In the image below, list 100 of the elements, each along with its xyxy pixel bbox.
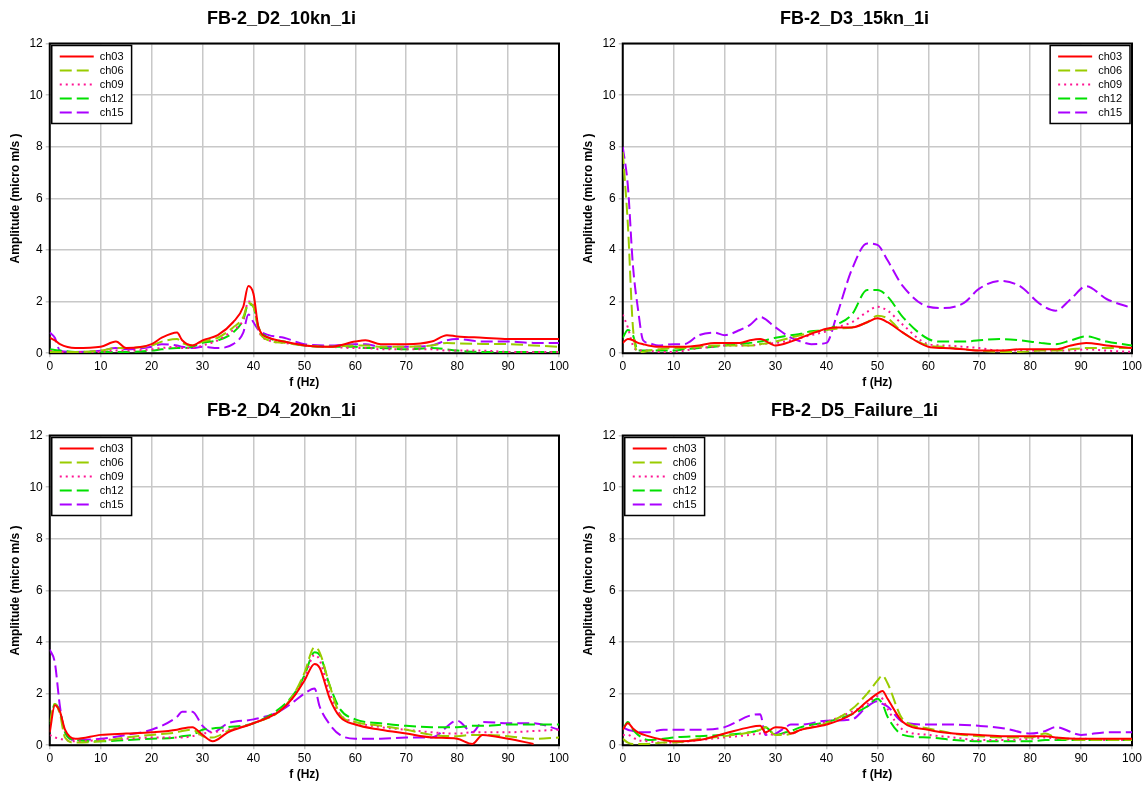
x-tick-label: 90 [1074,358,1089,373]
x-tick-label: 40 [246,750,261,765]
x-tick-label: 0 [46,358,54,373]
x-tick-label: 100 [548,750,570,765]
x-axis-title: f (Hz) [289,767,320,782]
x-tick-label: 0 [619,358,627,373]
x-tick-label: 50 [297,750,312,765]
x-tick-label: 60 [348,750,363,765]
x-tick-label: 40 [246,358,261,373]
x-tick-label: 50 [297,358,312,373]
y-tick-label: 2 [36,685,44,700]
x-tick-label: 20 [144,358,159,373]
line-series [49,285,559,350]
y-tick-label: 0 [36,737,44,752]
legend-label: ch09 [1098,77,1123,90]
x-tick-label: 60 [348,358,363,373]
x-tick-label: 0 [619,750,627,765]
x-axis-title: f (Hz) [862,375,893,390]
x-tick-label: 90 [1074,750,1089,765]
x-axis-title: f (Hz) [289,375,320,390]
y-tick-label: 12 [29,427,44,442]
y-tick-label: 6 [36,190,44,205]
legend-label: ch06 [672,455,697,468]
x-tick-label: 40 [819,750,834,765]
x-tick-label: 0 [46,750,54,765]
x-tick-label: 60 [921,750,936,765]
x-tick-label: 10 [666,358,681,373]
x-tick-label: 20 [717,750,732,765]
x-tick-label: 70 [972,750,987,765]
legend-label: ch15 [99,105,124,118]
legend-label: ch03 [99,49,124,62]
y-axis-title: Amplitude (micro m/s ) [580,525,595,656]
legend-label: ch06 [1098,63,1123,76]
legend-label: ch03 [1098,49,1123,62]
legend-label: ch15 [672,497,697,510]
chart-title: FB-2_D4_20kn_1i [206,399,357,420]
legend-label: ch09 [672,469,697,482]
x-tick-label: 90 [501,358,516,373]
y-tick-label: 0 [36,345,44,360]
y-tick-label: 4 [609,242,617,257]
y-tick-label: 10 [602,87,617,102]
x-tick-label: 20 [717,358,732,373]
y-tick-label: 10 [29,479,44,494]
x-tick-label: 30 [768,358,783,373]
legend-label: ch12 [99,91,124,104]
x-tick-label: 70 [399,358,414,373]
y-axis-title: Amplitude (micro m/s ) [580,133,595,264]
legend-label: ch15 [1098,105,1123,118]
x-tick-label: 30 [195,358,210,373]
x-tick-label: 70 [399,750,414,765]
x-tick-label: 100 [1121,358,1143,373]
y-tick-label: 2 [609,293,617,308]
y-tick-label: 12 [29,35,44,50]
y-tick-label: 8 [609,531,617,546]
y-tick-label: 8 [36,139,44,154]
y-tick-label: 0 [609,737,617,752]
legend-label: ch12 [99,483,124,496]
y-tick-label: 8 [36,531,44,546]
y-tick-label: 0 [609,345,617,360]
x-tick-label: 50 [870,750,885,765]
legend-label: ch09 [99,77,124,90]
x-tick-label: 80 [450,358,465,373]
legend-label: ch03 [672,441,697,454]
legend-label: ch12 [672,483,697,496]
chart-title: FB-2_D2_10kn_1i [206,7,357,28]
y-tick-label: 8 [609,139,617,154]
legend-label: ch09 [99,469,124,482]
y-tick-label: 10 [602,479,617,494]
y-tick-label: 4 [36,634,44,649]
y-tick-label: 2 [36,293,44,308]
x-tick-label: 60 [921,358,936,373]
chart-title: FB-2_D3_15kn_1i [779,7,930,28]
legend-label: ch06 [99,455,124,468]
x-tick-label: 30 [768,750,783,765]
y-tick-label: 6 [609,582,617,597]
y-tick-label: 12 [602,427,617,442]
y-tick-label: 6 [36,582,44,597]
x-tick-label: 80 [1023,358,1038,373]
y-tick-label: 4 [609,634,617,649]
x-tick-label: 50 [870,358,885,373]
y-axis-title: Amplitude (micro m/s ) [7,525,22,656]
line-series [622,700,1132,736]
y-tick-label: 6 [609,190,617,205]
x-tick-label: 80 [450,750,465,765]
y-tick-label: 2 [609,685,617,700]
x-tick-label: 10 [93,358,108,373]
x-tick-label: 100 [548,358,570,373]
legend-label: ch06 [99,63,124,76]
x-tick-label: 90 [501,750,516,765]
x-tick-label: 80 [1023,750,1038,765]
y-tick-label: 12 [602,35,617,50]
x-tick-label: 10 [93,750,108,765]
line-series [49,662,535,745]
x-tick-label: 20 [144,750,159,765]
x-tick-label: 100 [1121,750,1143,765]
y-axis-title: Amplitude (micro m/s ) [7,133,22,264]
x-tick-label: 10 [666,750,681,765]
legend-label: ch15 [99,497,124,510]
legend-label: ch03 [99,441,124,454]
x-axis-title: f (Hz) [862,767,893,782]
